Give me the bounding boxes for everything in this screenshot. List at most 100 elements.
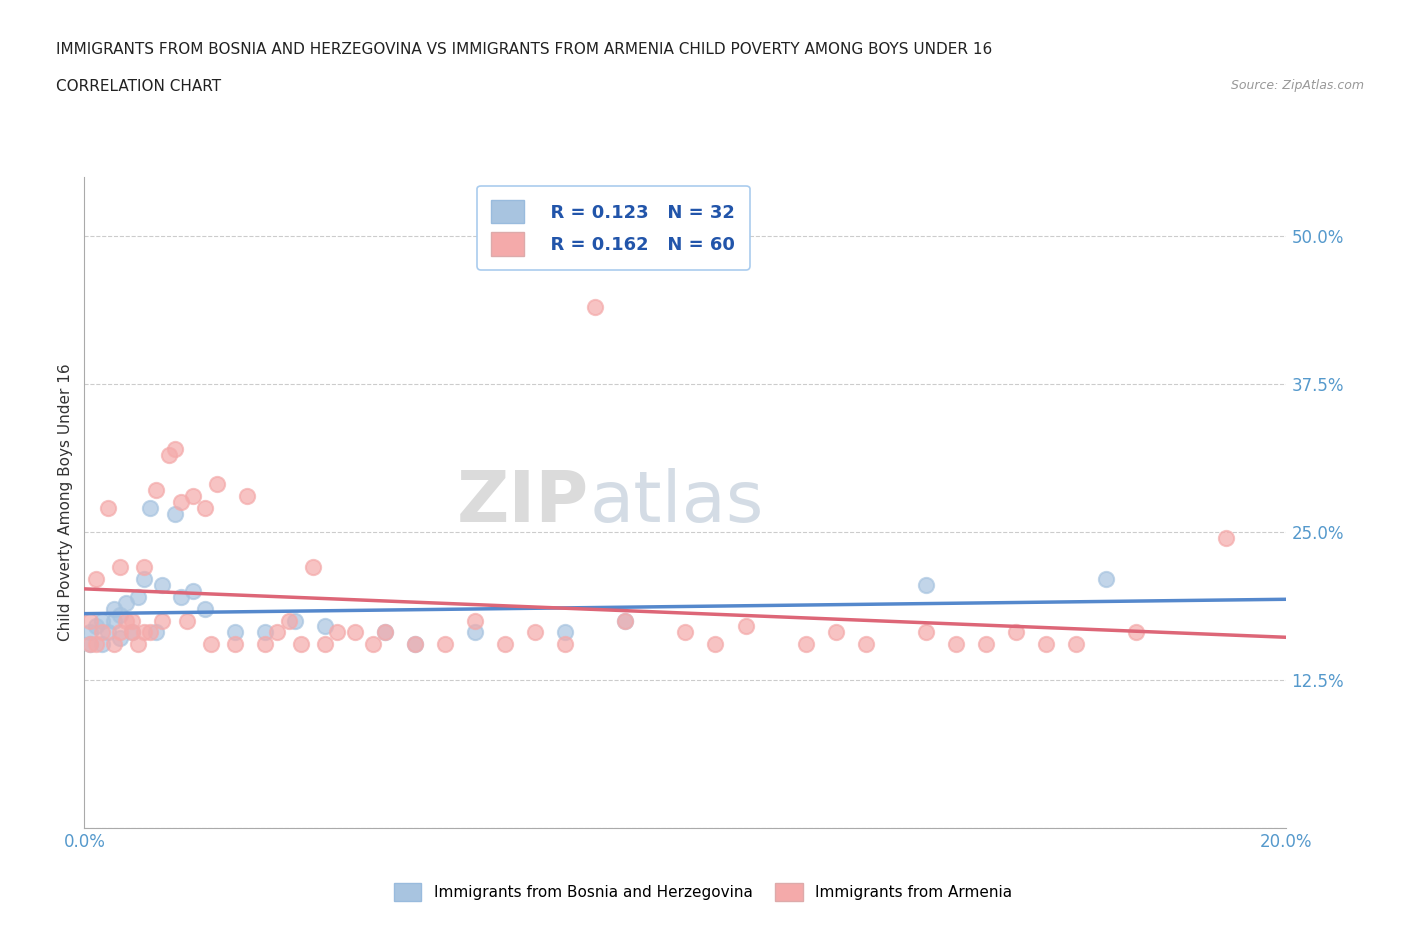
Point xyxy=(374,625,396,640)
Point xyxy=(253,637,276,652)
Point xyxy=(326,625,349,640)
Point xyxy=(554,625,576,640)
Point xyxy=(79,613,101,628)
Point xyxy=(1095,572,1118,587)
Point xyxy=(97,625,120,640)
Point xyxy=(205,477,228,492)
Point xyxy=(103,613,125,628)
Point xyxy=(974,637,997,652)
Y-axis label: Child Poverty Among Boys Under 16: Child Poverty Among Boys Under 16 xyxy=(58,364,73,641)
Point xyxy=(121,613,143,628)
Point xyxy=(915,625,938,640)
Point xyxy=(115,595,138,610)
Point xyxy=(464,613,486,628)
Point xyxy=(163,442,186,457)
Point xyxy=(583,299,606,314)
Point xyxy=(79,637,101,652)
Point xyxy=(235,489,257,504)
Point xyxy=(494,637,516,652)
Point xyxy=(176,613,198,628)
Point xyxy=(194,500,217,515)
Point xyxy=(1215,530,1237,545)
Point xyxy=(314,619,336,634)
Point xyxy=(115,613,138,628)
Text: IMMIGRANTS FROM BOSNIA AND HERZEGOVINA VS IMMIGRANTS FROM ARMENIA CHILD POVERTY : IMMIGRANTS FROM BOSNIA AND HERZEGOVINA V… xyxy=(56,42,993,57)
Point xyxy=(139,500,162,515)
Point xyxy=(127,637,149,652)
Point xyxy=(855,637,877,652)
Point xyxy=(734,619,756,634)
Point xyxy=(404,637,426,652)
Point xyxy=(79,637,101,652)
Point xyxy=(915,578,938,592)
Point xyxy=(290,637,312,652)
Point xyxy=(524,625,547,640)
Point xyxy=(152,613,174,628)
Point xyxy=(121,625,143,640)
Point xyxy=(103,602,125,617)
Point xyxy=(134,625,156,640)
Point xyxy=(169,590,191,604)
Point xyxy=(200,637,222,652)
Text: atlas: atlas xyxy=(589,468,763,537)
Point xyxy=(157,447,180,462)
Point xyxy=(374,625,396,640)
Point xyxy=(266,625,288,640)
Point xyxy=(103,637,125,652)
Point xyxy=(110,607,132,622)
Point xyxy=(194,602,217,617)
Point xyxy=(224,625,246,640)
Point xyxy=(169,495,191,510)
Point xyxy=(181,489,204,504)
Point xyxy=(91,625,114,640)
Point xyxy=(86,637,108,652)
Point xyxy=(404,637,426,652)
Point xyxy=(614,613,637,628)
Point xyxy=(181,583,204,598)
Point xyxy=(86,619,108,634)
Point xyxy=(145,483,167,498)
Point xyxy=(554,637,576,652)
Point xyxy=(314,637,336,652)
Point xyxy=(121,625,143,640)
Point xyxy=(277,613,299,628)
Point xyxy=(1064,637,1087,652)
Point xyxy=(343,625,366,640)
Point xyxy=(614,613,637,628)
Point xyxy=(110,625,132,640)
Point xyxy=(945,637,967,652)
Point xyxy=(163,507,186,522)
Text: ZIP: ZIP xyxy=(457,468,589,537)
Point xyxy=(464,625,486,640)
Legend:   R = 0.123   N = 32,   R = 0.162   N = 60: R = 0.123 N = 32, R = 0.162 N = 60 xyxy=(477,186,749,270)
Point xyxy=(361,637,384,652)
Point xyxy=(110,631,132,645)
Point xyxy=(253,625,276,640)
Point xyxy=(79,625,101,640)
Text: Source: ZipAtlas.com: Source: ZipAtlas.com xyxy=(1230,79,1364,92)
Point xyxy=(301,560,323,575)
Text: CORRELATION CHART: CORRELATION CHART xyxy=(56,79,221,94)
Point xyxy=(434,637,457,652)
Point xyxy=(284,613,307,628)
Point xyxy=(145,625,167,640)
Point xyxy=(134,572,156,587)
Point xyxy=(224,637,246,652)
Point xyxy=(127,590,149,604)
Point xyxy=(134,560,156,575)
Point xyxy=(86,572,108,587)
Point xyxy=(97,500,120,515)
Point xyxy=(1005,625,1028,640)
Point xyxy=(824,625,846,640)
Point xyxy=(1035,637,1057,652)
Point xyxy=(794,637,817,652)
Point xyxy=(139,625,162,640)
Legend: Immigrants from Bosnia and Herzegovina, Immigrants from Armenia: Immigrants from Bosnia and Herzegovina, … xyxy=(387,875,1019,909)
Point xyxy=(704,637,727,652)
Point xyxy=(675,625,697,640)
Point xyxy=(1125,625,1147,640)
Point xyxy=(152,578,174,592)
Point xyxy=(110,560,132,575)
Point xyxy=(91,637,114,652)
Point xyxy=(91,613,114,628)
